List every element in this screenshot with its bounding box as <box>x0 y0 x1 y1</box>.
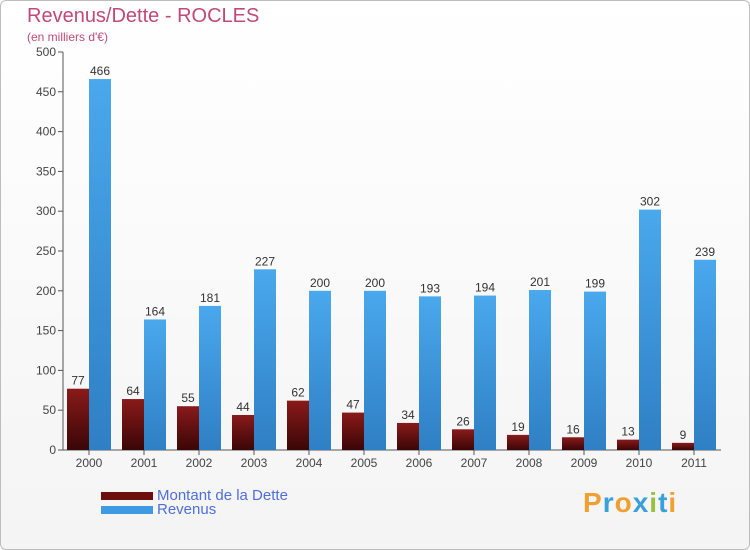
y-tick-label: 150 <box>36 324 56 338</box>
debt-bar <box>672 442 694 450</box>
revenue-bar-label: 201 <box>530 275 550 289</box>
legend-swatch-revenue <box>101 506 153 514</box>
logo-letter: x <box>632 487 650 518</box>
revenue-bar <box>584 291 606 450</box>
x-tick-label: 2008 <box>516 456 543 470</box>
revenue-bar-label: 466 <box>90 64 110 78</box>
legend-swatch-debt <box>101 492 153 500</box>
debt-bar-label: 34 <box>401 408 415 422</box>
y-tick-label: 300 <box>36 204 56 218</box>
x-tick-label: 2001 <box>131 456 158 470</box>
debt-bar-label: 16 <box>566 422 580 436</box>
x-tick-label: 2004 <box>296 456 323 470</box>
revenue-bar <box>364 290 386 450</box>
debt-bar <box>507 434 529 450</box>
logo-letter: t <box>658 487 669 518</box>
revenue-bar-label: 199 <box>585 277 605 291</box>
revenue-bar-label: 194 <box>475 281 495 295</box>
logo-letter: P <box>583 487 603 518</box>
proxiti-logo: Proxiti <box>583 487 677 519</box>
legend-label-debt: Montant de la Dette <box>157 487 288 504</box>
x-tick-label: 2011 <box>681 456 707 470</box>
x-tick-label: 2009 <box>571 456 598 470</box>
debt-bar-label: 44 <box>236 400 250 414</box>
debt-bar-label: 9 <box>680 428 687 442</box>
debt-bar-label: 62 <box>291 386 305 400</box>
revenue-bar-label: 227 <box>255 254 275 268</box>
revenue-bar-label: 164 <box>145 304 165 318</box>
logo-letter: i <box>668 487 678 518</box>
revenue-bar-label: 193 <box>420 281 440 295</box>
revenue-bar-label: 302 <box>640 195 660 209</box>
debt-bar <box>177 406 199 450</box>
revenue-bar <box>639 209 661 450</box>
chart-subtitle: (en milliers d'€) <box>27 30 108 44</box>
revenue-bar-label: 239 <box>695 245 715 259</box>
debt-bar <box>452 429 474 450</box>
logo-letter: i <box>649 487 659 518</box>
revenue-bar <box>89 79 111 451</box>
y-tick-label: 100 <box>36 363 56 377</box>
revenue-bar <box>309 290 331 450</box>
debt-bar <box>342 412 364 450</box>
y-tick-label: 450 <box>36 85 56 99</box>
debt-bar-label: 26 <box>456 414 470 428</box>
debt-bar-label: 77 <box>71 374 85 388</box>
legend-label-revenue: Revenus <box>157 501 217 518</box>
revenue-bar-label: 200 <box>310 276 330 290</box>
debt-bar-label: 47 <box>346 398 360 412</box>
revenue-bar-label: 181 <box>200 291 220 305</box>
debt-bar <box>562 437 584 450</box>
debt-bar-label: 55 <box>181 391 195 405</box>
y-tick-label: 200 <box>36 284 56 298</box>
y-tick-label: 50 <box>43 403 57 417</box>
revenue-bar <box>199 305 221 450</box>
debt-bar <box>617 439 639 450</box>
y-tick-label: 350 <box>36 164 56 178</box>
debt-bar-label: 19 <box>511 420 525 434</box>
x-tick-label: 2007 <box>461 456 488 470</box>
y-tick-label: 0 <box>49 443 56 457</box>
x-tick-label: 2002 <box>186 456 213 470</box>
chart-title: Revenus/Dette - ROCLES <box>27 5 260 27</box>
debt-bar <box>397 422 419 450</box>
revenue-bar <box>529 290 551 450</box>
x-tick-label: 2010 <box>626 456 653 470</box>
x-tick-label: 2006 <box>406 456 433 470</box>
x-tick-label: 2005 <box>351 456 378 470</box>
debt-bar-label: 64 <box>126 384 140 398</box>
revenue-bar-label: 200 <box>365 276 385 290</box>
y-tick-label: 250 <box>36 244 56 258</box>
y-tick-label: 400 <box>36 125 56 139</box>
logo-letter: o <box>614 487 633 518</box>
revenue-bar <box>694 259 716 450</box>
debt-bar <box>287 400 309 450</box>
debt-bar <box>122 399 144 450</box>
debt-bar-label: 13 <box>621 425 635 439</box>
y-tick-label: 500 <box>36 45 56 59</box>
logo-letter: r <box>602 487 615 518</box>
x-tick-label: 2000 <box>76 456 103 470</box>
revenue-bar <box>474 295 496 450</box>
debt-bar <box>232 414 254 450</box>
x-tick-label: 2003 <box>241 456 268 470</box>
debt-bar <box>67 388 89 450</box>
revenue-bar <box>419 296 441 450</box>
revenue-bar <box>254 269 276 450</box>
legend-item-debt: Montant de la Dette <box>101 488 288 504</box>
revenue-bar <box>144 319 166 450</box>
legend-item-revenue: Revenus <box>101 502 216 518</box>
